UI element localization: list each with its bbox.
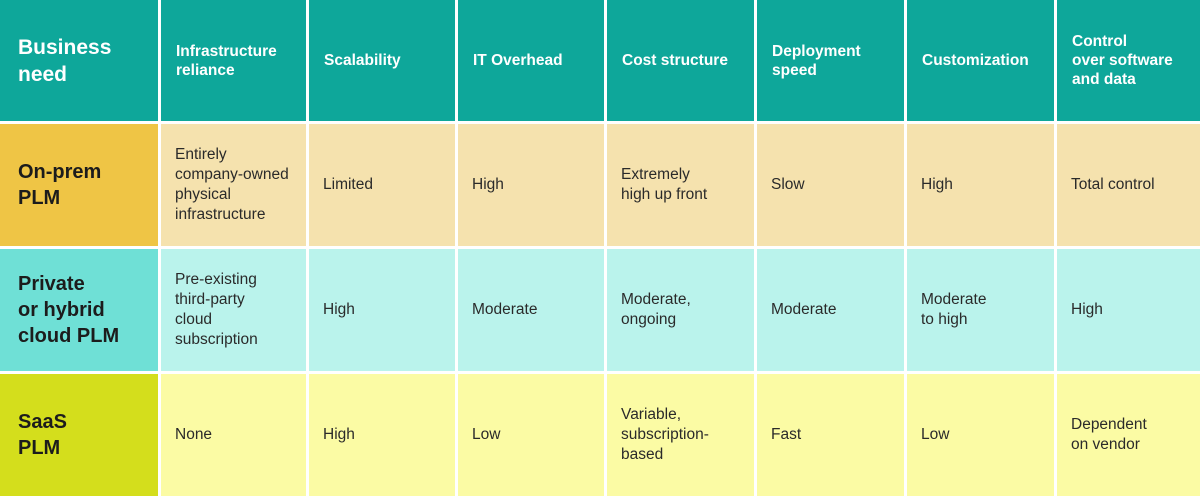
header-customization: Customization	[907, 0, 1054, 121]
row-label-saas: SaaS PLM	[0, 374, 158, 496]
table-cell: High	[309, 374, 455, 496]
table-cell: High	[458, 124, 604, 246]
table-cell: Pre-existing third-party cloud subscript…	[161, 249, 306, 371]
table-cell: Low	[907, 374, 1054, 496]
header-control: Control over software and data	[1057, 0, 1200, 121]
header-cost-structure: Cost structure	[607, 0, 754, 121]
table-cell: Extremely high up front	[607, 124, 754, 246]
table-cell: Slow	[757, 124, 904, 246]
row-label-on-prem: On-prem PLM	[0, 124, 158, 246]
table-cell: Moderate	[757, 249, 904, 371]
header-infrastructure-reliance: Infrastructure reliance	[161, 0, 306, 121]
table-cell: Moderate	[458, 249, 604, 371]
header-business-need: Business need	[0, 0, 158, 121]
row-label-private-hybrid-cloud: Private or hybrid cloud PLM	[0, 249, 158, 371]
table-cell: Entirely company-owned physical infrastr…	[161, 124, 306, 246]
table-cell: Fast	[757, 374, 904, 496]
table-cell: Dependent on vendor	[1057, 374, 1200, 496]
table-cell: Variable, subscription- based	[607, 374, 754, 496]
table-cell: Total control	[1057, 124, 1200, 246]
table-cell: None	[161, 374, 306, 496]
table-cell: Limited	[309, 124, 455, 246]
table-cell: High	[1057, 249, 1200, 371]
table-cell: Moderate to high	[907, 249, 1054, 371]
header-deployment-speed: Deployment speed	[757, 0, 904, 121]
table-cell: Moderate, ongoing	[607, 249, 754, 371]
table-cell: Low	[458, 374, 604, 496]
table-cell: High	[907, 124, 1054, 246]
header-scalability: Scalability	[309, 0, 455, 121]
header-it-overhead: IT Overhead	[458, 0, 604, 121]
table-cell: High	[309, 249, 455, 371]
